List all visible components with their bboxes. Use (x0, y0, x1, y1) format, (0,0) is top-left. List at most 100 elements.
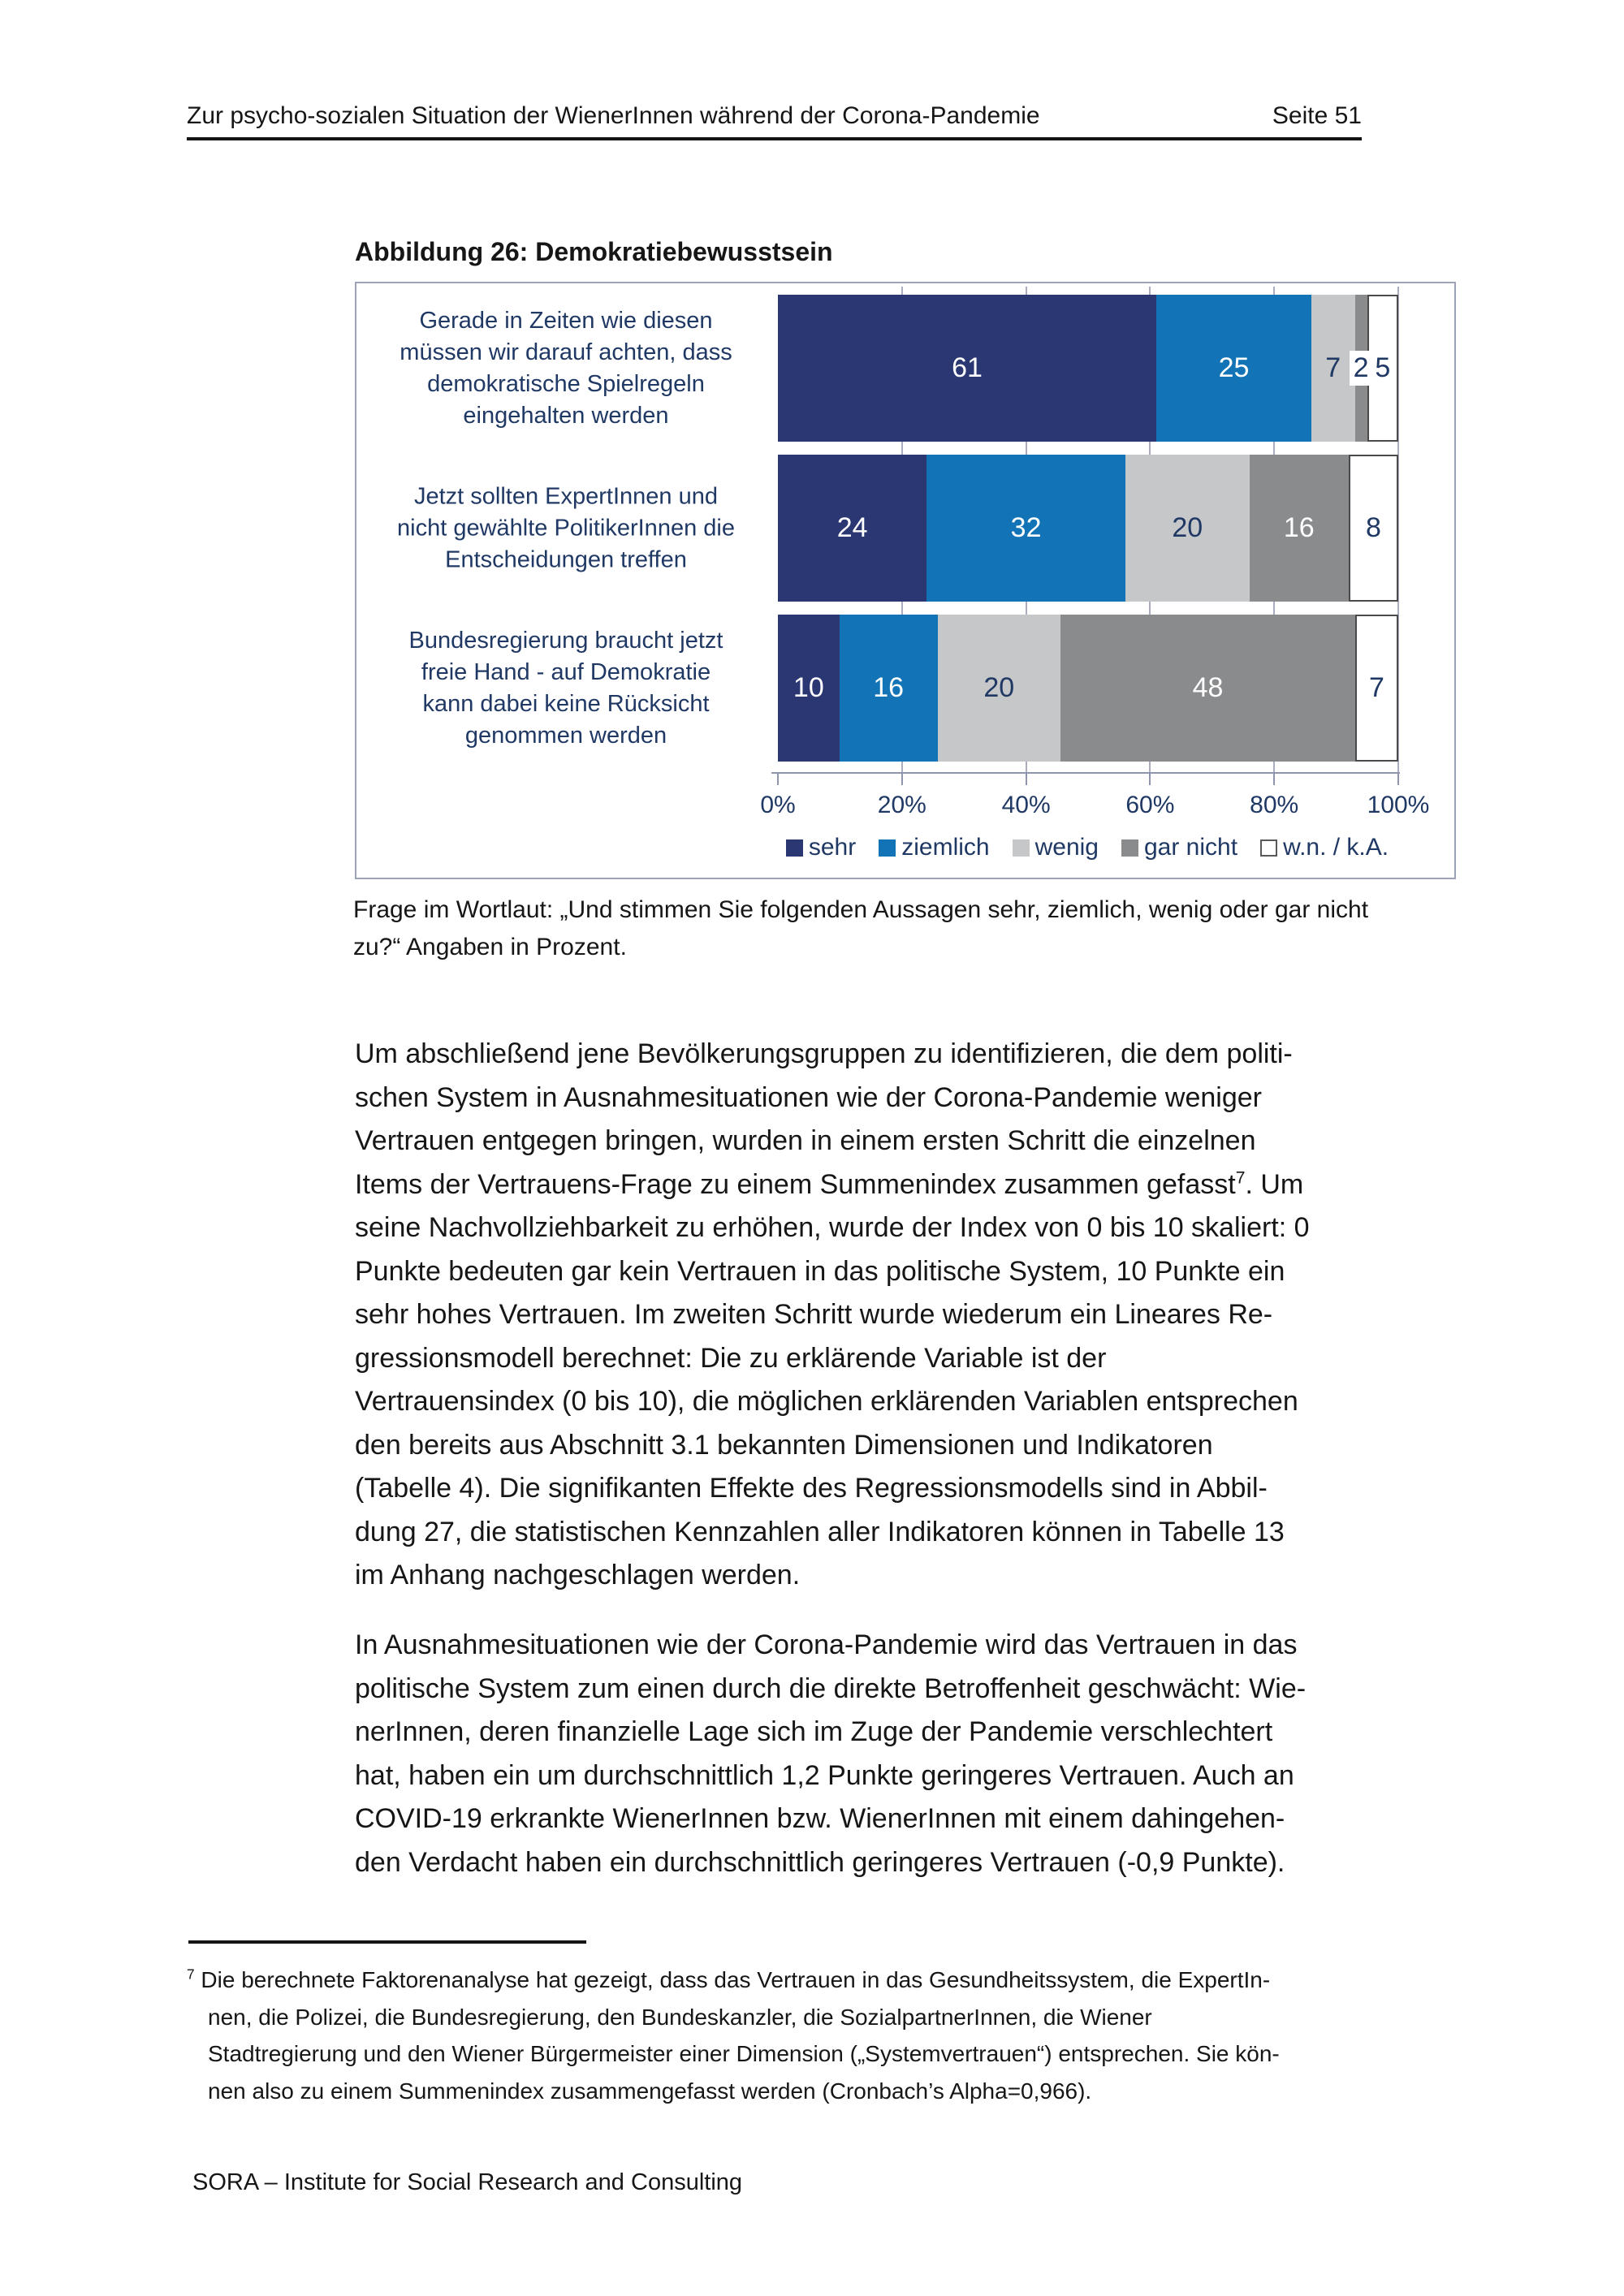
x-axis-ticks: 0% 20% 40% 60% 80% 100% (760, 772, 1429, 845)
footnote: 7 Die berechnete Faktorenanalyse hat gez… (187, 1962, 1280, 2109)
legend-swatch (785, 839, 803, 857)
body-paragraph-1: Um abschließend jene Bevölkerungsgruppen… (355, 1033, 1310, 1598)
page-footer: SORA – Institute for Social Research and… (192, 2169, 743, 2195)
text-line: gressionsmodell berechnet: Die zu erklär… (355, 1342, 1107, 1374)
text-line: In Ausnahmesituationen wie der Corona-Pa… (355, 1629, 1298, 1660)
value-label: 61 (952, 352, 983, 383)
value-label: 32 (1010, 512, 1042, 543)
value-label: 20 (1172, 512, 1203, 543)
category-label-line: kann dabei keine Rücksicht (422, 690, 710, 717)
bar-segment-gar-nicht: 48 (1060, 615, 1356, 762)
axis-tick (1149, 772, 1151, 785)
value-label: 2 (1349, 351, 1373, 386)
axis-tick (777, 772, 779, 785)
value-label: 16 (873, 672, 905, 703)
text-line: nen, die Polizei, die Bundesregierung, d… (208, 2004, 1152, 2030)
category-label-line: Jetzt sollten ExpertInnen und (413, 483, 718, 509)
category-label-line: Entscheidungen treffen (445, 546, 687, 572)
text-line: Punkte bedeuten gar kein Vertrauen in da… (355, 1255, 1285, 1287)
bar-segment-wenig: 7 (1311, 295, 1355, 442)
value-label: 16 (1283, 512, 1315, 543)
legend-item: wenig (1012, 834, 1099, 861)
text-line: (Tabelle 4). Die signifikanten Effekte d… (355, 1473, 1268, 1504)
legend-label: w.n. / k.A. (1283, 834, 1389, 861)
text-line: Um abschließend jene Bevölkerungsgruppen… (355, 1038, 1293, 1069)
text-line: im Anhang nachgeschlagen werden. (355, 1560, 801, 1590)
text-line: den bereits aus Abschnitt 3.1 bekannten … (355, 1429, 1213, 1461)
value-label: 10 (793, 672, 824, 703)
text-line: dung 27, die statistischen Kennzahlen al… (355, 1516, 1285, 1547)
axis-tick-label: 80% (1250, 792, 1299, 818)
header-title: Zur psycho-sozialen Situation der Wiener… (187, 102, 1040, 129)
chart-row: Bundesregierung braucht jetzt freie Hand … (356, 608, 1454, 768)
text-line: 7 Die berechnete Faktorenanalyse hat gez… (187, 1966, 1271, 1992)
text-line: seine Nachvollziehbarkeit zu erhöhen, wu… (355, 1212, 1310, 1243)
stacked-bar: 24 32 20 16 8 (778, 455, 1398, 602)
text-line: COVID-19 erkrankte WienerInnen bzw. Wien… (355, 1803, 1285, 1834)
category-label-line: Gerade in Zeiten wie diesen (419, 307, 713, 334)
category-label-line: eingehalten werden (463, 402, 669, 429)
text-line: sehr hohes Vertrauen. Im zweiten Schritt… (355, 1299, 1273, 1330)
legend-swatch (1012, 839, 1030, 857)
header-rule (187, 137, 1362, 140)
legend-item: gar nicht (1121, 834, 1237, 861)
category-label-line: freie Hand - auf Demokratie (421, 658, 711, 685)
bar-segment-w-n-k-A-: 7 (1355, 615, 1398, 762)
bar-segment-sehr: 61 (778, 295, 1157, 442)
category-label: Gerade in Zeiten wie diesen müssen wir da… (365, 305, 767, 432)
chart-row: Jetzt sollten ExpertInnen und nicht gewäh… (356, 448, 1454, 608)
category-label-line: demokratische Spielregeln (427, 370, 705, 397)
legend-swatch (1121, 839, 1138, 857)
bar-segment-wenig: 20 (937, 615, 1060, 762)
category-label: Bundesregierung braucht jetzt freie Hand … (365, 625, 767, 752)
value-label: 48 (1192, 672, 1224, 703)
text-line: zu?“ Angaben in Prozent. (353, 934, 627, 960)
axis-tick-label: 40% (1001, 792, 1051, 818)
axis-tick (1273, 772, 1276, 785)
bar-segment-ziemlich: 32 (926, 455, 1125, 602)
stacked-bar: 61 25 7 2 5 (778, 295, 1398, 442)
figure-title: Abbildung 26: Demokratiebewusstsein (355, 237, 833, 266)
axis-tick (1397, 772, 1399, 785)
axis-tick (901, 772, 903, 785)
category-label-line: nicht gewählte PolitikerInnen die (397, 515, 735, 541)
chart-row: Gerade in Zeiten wie diesen müssen wir da… (356, 288, 1454, 448)
axis-tick-label: 20% (877, 792, 926, 818)
gridline (1397, 287, 1399, 772)
legend-item: ziemlich (879, 834, 990, 861)
footnote-separator (188, 1940, 586, 1944)
legend-label: ziemlich (901, 834, 990, 861)
value-label: 7 (1325, 352, 1341, 383)
stacked-bar: 10 16 20 48 7 (778, 615, 1398, 762)
text-line: Frage im Wortlaut: „Und stimmen Sie folg… (353, 896, 1369, 923)
category-label: Jetzt sollten ExpertInnen und nicht gewäh… (365, 481, 767, 576)
figure-caption: Frage im Wortlaut: „Und stimmen Sie folg… (353, 891, 1368, 966)
text-line: nen also zu einem Summenindex zusammenge… (208, 2078, 1092, 2104)
text-line: Stadtregierung und den Wiener Bürgermeis… (208, 2041, 1280, 2066)
axis-tick-label: 0% (760, 792, 796, 818)
page-header: Zur psycho-sozialen Situation der Wiener… (187, 102, 1362, 130)
legend-item: sehr (785, 834, 857, 861)
axis-tick-label: 100% (1367, 792, 1430, 818)
category-label-line: genommen werden (464, 722, 667, 749)
legend-swatch (879, 839, 896, 857)
legend-label: wenig (1034, 834, 1099, 861)
body-paragraph-2: In Ausnahmesituationen wie der Corona-Pa… (355, 1624, 1306, 1884)
bar-segment-sehr: 24 (778, 455, 927, 602)
header-page-number: Seite 51 (1272, 102, 1362, 129)
bar-segment-wenig: 20 (1125, 455, 1250, 602)
value-label: 8 (1365, 512, 1381, 543)
value-label: 5 (1375, 352, 1391, 383)
legend-item: w.n. / k.A. (1260, 834, 1389, 861)
text-line: den Verdacht haben ein durchschnittlich … (355, 1846, 1285, 1878)
legend-label: sehr (808, 834, 857, 861)
bar-segment-ziemlich: 25 (1156, 295, 1312, 442)
text-line: Vertrauensindex (0 bis 10), die mögliche… (355, 1386, 1298, 1417)
category-label-line: müssen wir darauf achten, dass (400, 339, 732, 365)
value-label: 25 (1218, 352, 1250, 383)
text-line: schen System in Ausnahmesituationen wie … (355, 1081, 1262, 1113)
value-label: 24 (836, 512, 868, 543)
bar-segment-gar-nicht: 16 (1249, 455, 1349, 602)
axis-tick-label: 60% (1125, 792, 1175, 818)
text-line: hat, haben ein um durchschnittlich 1,2 P… (355, 1759, 1294, 1791)
